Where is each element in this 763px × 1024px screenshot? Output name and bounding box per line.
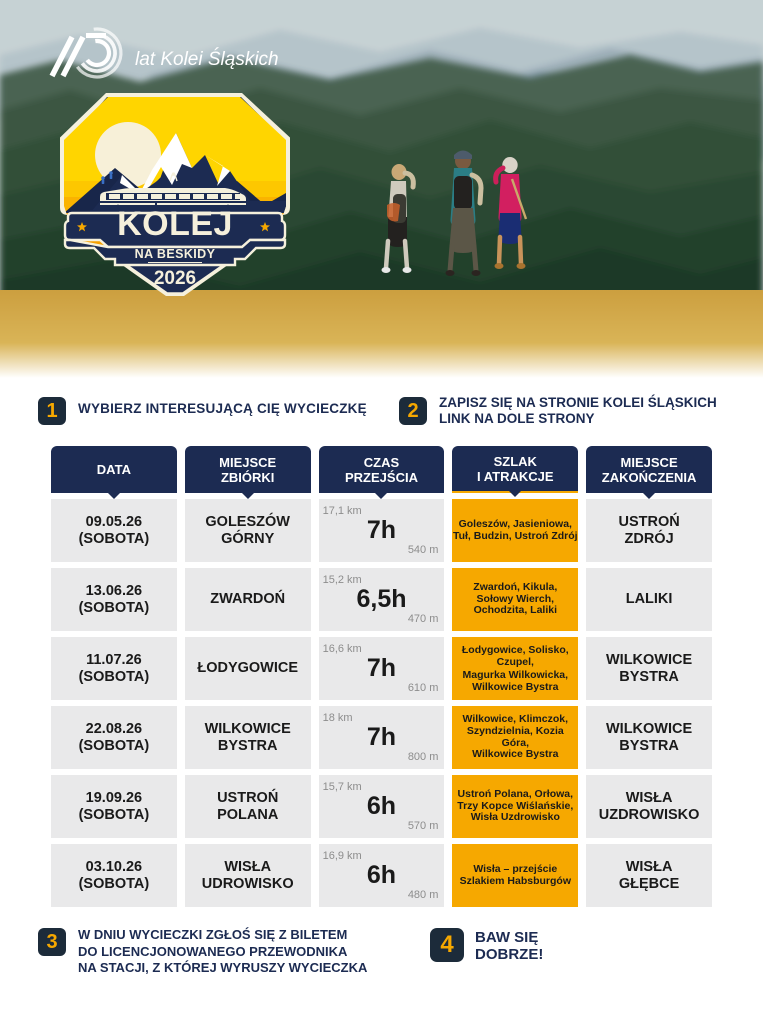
svg-text:lat Kolei Śląskich: lat Kolei Śląskich [135,48,279,70]
svg-text:2026: 2026 [154,268,196,289]
svg-text:KOLEJ: KOLEJ [117,205,233,243]
svg-text:NA BESKIDY: NA BESKIDY [135,247,216,261]
